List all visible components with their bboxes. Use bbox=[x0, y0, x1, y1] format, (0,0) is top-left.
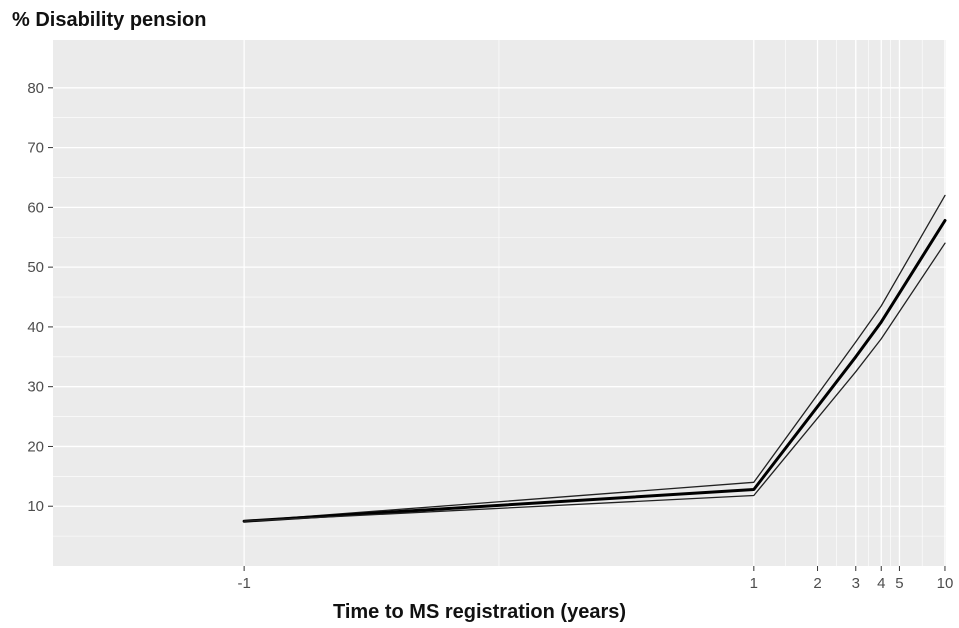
y-tick-label: 40 bbox=[27, 319, 44, 336]
x-tick-label: 3 bbox=[852, 575, 860, 592]
x-tick-label: 2 bbox=[813, 575, 821, 592]
chart-title: % Disability pension bbox=[12, 9, 207, 31]
minor-gridlines bbox=[53, 40, 946, 566]
y-tick-label: 20 bbox=[27, 438, 44, 455]
x-tick-label: 5 bbox=[895, 575, 903, 592]
x-axis: -1 1 2 3 4 5 10 bbox=[237, 566, 953, 592]
y-tick-label: 10 bbox=[27, 498, 44, 515]
x-tick-label: -1 bbox=[237, 575, 250, 592]
y-axis: 10 20 30 40 50 60 70 80 bbox=[27, 80, 53, 515]
y-tick-label: 80 bbox=[27, 80, 44, 97]
y-tick-label: 70 bbox=[27, 140, 44, 157]
x-axis-label: Time to MS registration (years) bbox=[332, 601, 627, 623]
lower-ci-line bbox=[243, 242, 946, 522]
series-layer bbox=[242, 194, 947, 523]
estimate-line bbox=[242, 219, 947, 523]
x-tick-label: 4 bbox=[877, 575, 885, 592]
x-tick-label: 1 bbox=[750, 575, 758, 592]
plot-panel bbox=[53, 40, 946, 566]
y-tick-label: 60 bbox=[27, 199, 44, 216]
x-tick-label: 10 bbox=[937, 575, 954, 592]
y-tick-label: 50 bbox=[27, 259, 44, 276]
y-tick-label: 30 bbox=[27, 379, 44, 396]
upper-ci-line bbox=[243, 194, 946, 522]
